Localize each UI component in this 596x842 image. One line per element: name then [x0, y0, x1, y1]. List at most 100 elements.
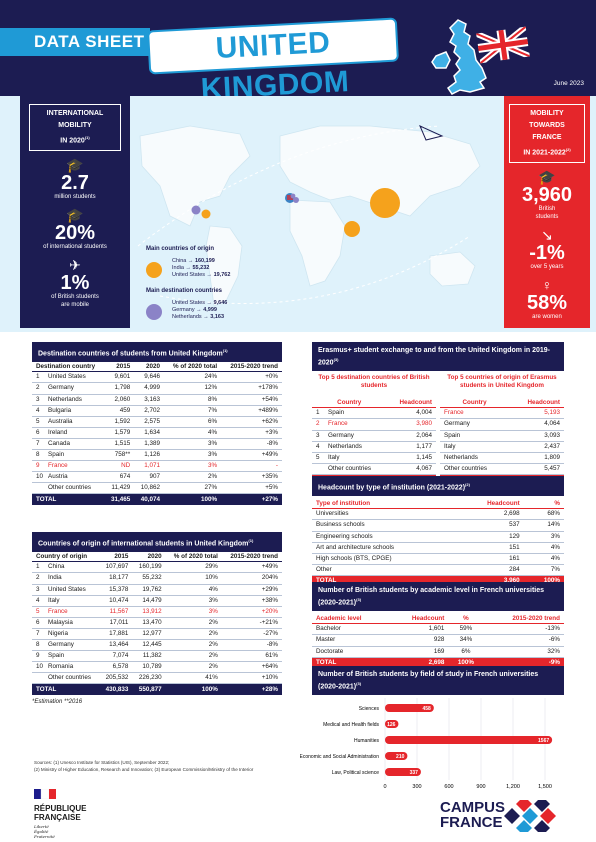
table-total-row: TOTAL 430,833 550,877 100% +28%: [32, 683, 282, 695]
table-row: 5 France 11,567 13,912 3% +20%: [32, 606, 282, 618]
column-header: 2020: [132, 552, 166, 563]
bar-value-label: 210: [396, 754, 405, 760]
table-row: Engineering schools 129 3%: [312, 531, 564, 543]
bar-value-label: 337: [410, 770, 419, 776]
column-header: % of 2020 total: [165, 552, 222, 563]
bar: [385, 704, 434, 712]
table-row: High schools (BTS, CPGE) 161 4%: [312, 553, 564, 565]
column-header: Country of origin: [32, 552, 100, 563]
plane-icon: [419, 125, 444, 141]
origin-bubble-us: [201, 209, 211, 219]
table-total-row: TOTAL 31,465 40,074 100% +27%: [32, 493, 282, 505]
country-title: UNITED KINGDOM: [147, 17, 399, 96]
table-row: 2 France 3,980: [312, 418, 436, 431]
table-row: 8 Germany 13,464 12,445 2% -8%: [32, 639, 282, 652]
erasmus-outgoing-title: Top 5 destination countries of British s…: [318, 374, 430, 390]
column-header: 2015-2020 trend: [221, 362, 282, 373]
table-row: Other 284 7%: [312, 564, 564, 576]
table-row: 3 United States 15,378 19,762 4% +29%: [32, 584, 282, 596]
mobile-share-value: 1%: [60, 272, 90, 295]
campus-france-pattern-icon: [504, 800, 556, 832]
bar: [385, 736, 553, 744]
bar: [385, 720, 399, 728]
column-header: Country: [312, 398, 387, 409]
mobility-to-france-panel: MOBILITY TOWARDS FRANCE IN 2021-2022(2) …: [504, 96, 590, 328]
table-row: 5 Australia 1,592 2,575 6% +62%: [32, 416, 282, 428]
erasmus-table: Erasmus+ student exchange to and from th…: [312, 342, 564, 486]
table-row: 6 Malaysia 17,011 13,470 2% -+21%: [32, 617, 282, 629]
erasmus-outgoing: Top 5 destination countries of British s…: [312, 374, 436, 486]
origin-legend-item: India → 55,232: [172, 265, 210, 271]
dest-legend-item: United States → 9,646: [172, 300, 228, 306]
panel-title: INTERNATIONAL MOBILITY IN 2020(1): [29, 104, 121, 152]
dest-bubble-us: [191, 205, 201, 215]
column-header: Headcount: [455, 499, 524, 510]
table-row: 4 Italy 10,474 14,479 3% +38%: [32, 595, 282, 607]
dest-bubble-netherlands: [290, 193, 296, 199]
column-header: %: [523, 499, 564, 510]
table-row: Germany 4,064: [440, 418, 564, 431]
mobile-share-label: of British students are mobile: [51, 294, 99, 309]
table-row: Other countries 11,429 10,862 27% +5%: [32, 482, 282, 495]
table-row: Master 928 34% -6%: [312, 634, 564, 647]
table-title: Number of British students by field of s…: [312, 666, 564, 696]
world-map: [137, 125, 481, 307]
republique-francaise-logo: RÉPUBLIQUE FRANÇAISE Liberté Égalité Fra…: [34, 786, 86, 839]
table-title: Erasmus+ student exchange to and from th…: [312, 342, 564, 372]
x-tick-label: 300: [412, 784, 421, 790]
british-students-value: 3,960: [521, 184, 573, 207]
category-label: Humanities: [354, 738, 380, 744]
table-row: Bachelor 1,601 59% -13%: [312, 623, 564, 636]
table-row: 3 Netherlands 2,060 3,163 8% +54%: [32, 394, 282, 406]
bar-value-label: 126: [387, 722, 396, 728]
table-row: 4 Netherlands 1,177: [312, 441, 436, 453]
table-row: Italy 2,437: [440, 441, 564, 453]
data-sheet-label: DATA SHEET: [0, 28, 150, 56]
table-row: Spain 3,093: [440, 430, 564, 442]
uk-flag-icon: [476, 26, 530, 64]
table-row: France 5,193: [440, 407, 564, 420]
publication-date: June 2023: [553, 80, 584, 87]
women-share-label: are women: [532, 314, 562, 321]
panel-title: MOBILITY TOWARDS FRANCE IN 2021-2022(2): [509, 104, 585, 164]
female-icon: ♀: [541, 277, 553, 294]
origin-legend-dot: [146, 262, 162, 278]
total-students-label: million students: [54, 194, 96, 201]
table-row: Netherlands 1,809: [440, 452, 564, 464]
uk-map-icon: [431, 19, 487, 95]
table-row: Business schools 537 14%: [312, 519, 564, 532]
women-share-value: 58%: [526, 292, 568, 315]
dest-legend-item: Netherlands → 3,163: [172, 314, 224, 320]
mobility-map-band: INTERNATIONAL MOBILITY IN 2020(1) 🎓 2.7 …: [0, 96, 596, 332]
origin-legend-item: China → 160,199: [172, 258, 215, 264]
institution-table: Headcount by type of institution (2021-2…: [312, 476, 564, 587]
destination-countries-table: Destination countries of students from U…: [32, 342, 282, 505]
column-header: Academic level: [312, 614, 390, 625]
table-row: 8 Spain 758** 1,126 3% +49%: [32, 449, 282, 462]
column-header: 2015-2020 trend: [221, 552, 282, 563]
column-header: Destination country: [32, 362, 105, 373]
table-row: Other countries 205,532 226,230 41% +10%: [32, 672, 282, 685]
origin-countries-table: Countries of origin of international stu…: [32, 532, 282, 695]
table-row: Doctorate 169 6% 32%: [312, 646, 564, 658]
field-of-study-chart: 0 300 600 900 1,200 1,500 Sciences 458 Medical a…: [300, 698, 553, 790]
table-row: 10 Romania 6,578 10,789 2% +64%: [32, 661, 282, 674]
table-row: 5 Italy 1,145: [312, 452, 436, 464]
table-title: Headcount by type of institution (2021-2…: [312, 476, 564, 497]
table-row: 7 Canada 1,515 1,389 3% -8%: [32, 438, 282, 450]
table-title: Destination countries of students from U…: [32, 342, 282, 363]
bar-value-label: 1567: [538, 738, 549, 744]
column-header: 2015-2020 trend: [483, 614, 564, 625]
dest-legend-dot: [146, 304, 162, 320]
campus-france-logo: CAMPUS FRANCE: [440, 800, 560, 836]
table-row: Art and architecture schools 151 4%: [312, 542, 564, 554]
category-label: Medical and Health fields: [323, 722, 379, 728]
graduation-cap-icon: 🎓: [66, 157, 84, 174]
graduation-cap-icon: 🎓: [66, 207, 84, 224]
academic-level-table: Number of British students by academic l…: [312, 582, 564, 669]
x-tick-label: 900: [476, 784, 485, 790]
international-mobility-panel: INTERNATIONAL MOBILITY IN 2020(1) 🎓 2.7 …: [20, 96, 130, 328]
field-of-study-block: Number of British students by field of s…: [312, 666, 564, 696]
table-row: Universities 2,698 68%: [312, 508, 564, 521]
five-year-trend-label: over 5 years: [530, 264, 564, 271]
